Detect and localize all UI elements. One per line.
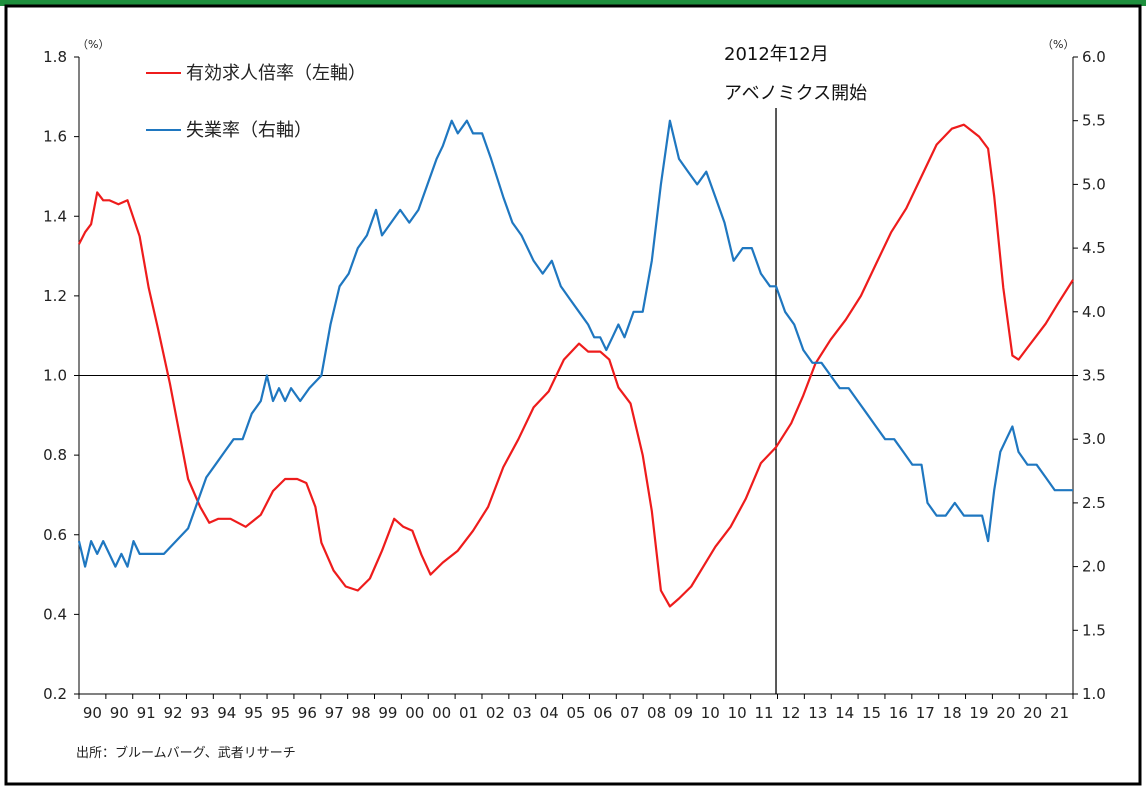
x-tick-label: 04 xyxy=(540,704,559,722)
left-tick-label: 0.6 xyxy=(43,526,67,544)
x-tick-label: 17 xyxy=(916,704,935,722)
right-unit-label: （%） xyxy=(1042,38,1074,51)
left-tick-label: 1.4 xyxy=(43,207,67,225)
x-tick-label: 09 xyxy=(674,704,693,722)
x-tick-label: 20 xyxy=(1023,704,1042,722)
left-tick-label: 1.0 xyxy=(43,367,67,385)
right-tick-label: 2.0 xyxy=(1082,558,1106,576)
x-tick-label: 93 xyxy=(190,704,209,722)
x-tick-label: 96 xyxy=(298,704,317,722)
right-tick-label: 5.5 xyxy=(1082,112,1106,130)
x-tick-label: 99 xyxy=(378,704,397,722)
x-tick-label: 05 xyxy=(566,704,585,722)
top-band xyxy=(0,0,1146,6)
right-tick-label: 1.5 xyxy=(1082,621,1106,639)
x-tick-label: 92 xyxy=(163,704,182,722)
left-tick-label: 1.2 xyxy=(43,287,67,305)
x-tick-label: 98 xyxy=(352,704,371,722)
legend-label-ratio: 有効求人倍率（左軸） xyxy=(186,63,366,84)
x-tick-label: 07 xyxy=(620,704,639,722)
x-tick-label: 16 xyxy=(889,704,908,722)
left-tick-label: 0.8 xyxy=(43,446,67,464)
left-tick-label: 1.6 xyxy=(43,128,67,146)
x-tick-label: 95 xyxy=(271,704,290,722)
x-tick-label: 02 xyxy=(486,704,505,722)
x-tick-label: 00 xyxy=(432,704,451,722)
x-tick-label: 90 xyxy=(110,704,129,722)
right-tick-label: 5.0 xyxy=(1082,175,1106,193)
left-tick-label: 1.8 xyxy=(43,48,67,66)
x-tick-label: 91 xyxy=(137,704,156,722)
x-tick-label: 21 xyxy=(1050,704,1069,722)
left-unit-label: （%） xyxy=(77,38,109,51)
x-tick-label: 94 xyxy=(217,704,236,722)
vline-date-label: 2012年12月 xyxy=(724,44,829,65)
right-tick-label: 1.0 xyxy=(1082,685,1106,703)
series-line-job-ratio xyxy=(78,123,1074,608)
x-tick-label: 20 xyxy=(996,704,1015,722)
x-tick-label: 00 xyxy=(405,704,424,722)
x-tick-label: 06 xyxy=(593,704,612,722)
source-note: 出所：ブルームバーグ、武者リサーチ xyxy=(76,745,296,761)
right-tick-label: 4.5 xyxy=(1082,239,1106,257)
x-tick-label: 08 xyxy=(647,704,666,722)
right-tick-label: 3.0 xyxy=(1082,430,1106,448)
x-tick-label: 90 xyxy=(83,704,102,722)
x-tick-label: 03 xyxy=(513,704,532,722)
x-tick-label: 11 xyxy=(755,704,774,722)
right-tick-label: 6.0 xyxy=(1082,48,1106,66)
vline-text-label: アベノミクス開始 xyxy=(724,83,867,104)
right-tick-label: 3.5 xyxy=(1082,367,1106,385)
x-tick-label: 97 xyxy=(325,704,344,722)
legend-label-unemp: 失業率（右軸） xyxy=(186,120,312,141)
x-tick-label: 12 xyxy=(781,704,800,722)
left-tick-label: 0.4 xyxy=(43,605,67,623)
x-tick-label: 14 xyxy=(835,704,854,722)
left-tick-label: 0.2 xyxy=(43,685,67,703)
series-line-unemployment xyxy=(77,119,1073,568)
x-tick-label: 18 xyxy=(943,704,962,722)
outer-border xyxy=(4,4,1142,786)
x-tick-label: 13 xyxy=(808,704,827,722)
x-tick-label: 95 xyxy=(244,704,263,722)
x-tick-label: 10 xyxy=(728,704,747,722)
x-tick-label: 10 xyxy=(701,704,720,722)
x-tick-label: 01 xyxy=(459,704,478,722)
right-tick-label: 2.5 xyxy=(1082,494,1106,512)
x-tick-label: 19 xyxy=(969,704,988,722)
right-tick-label: 4.0 xyxy=(1082,303,1106,321)
x-tick-label: 15 xyxy=(862,704,881,722)
